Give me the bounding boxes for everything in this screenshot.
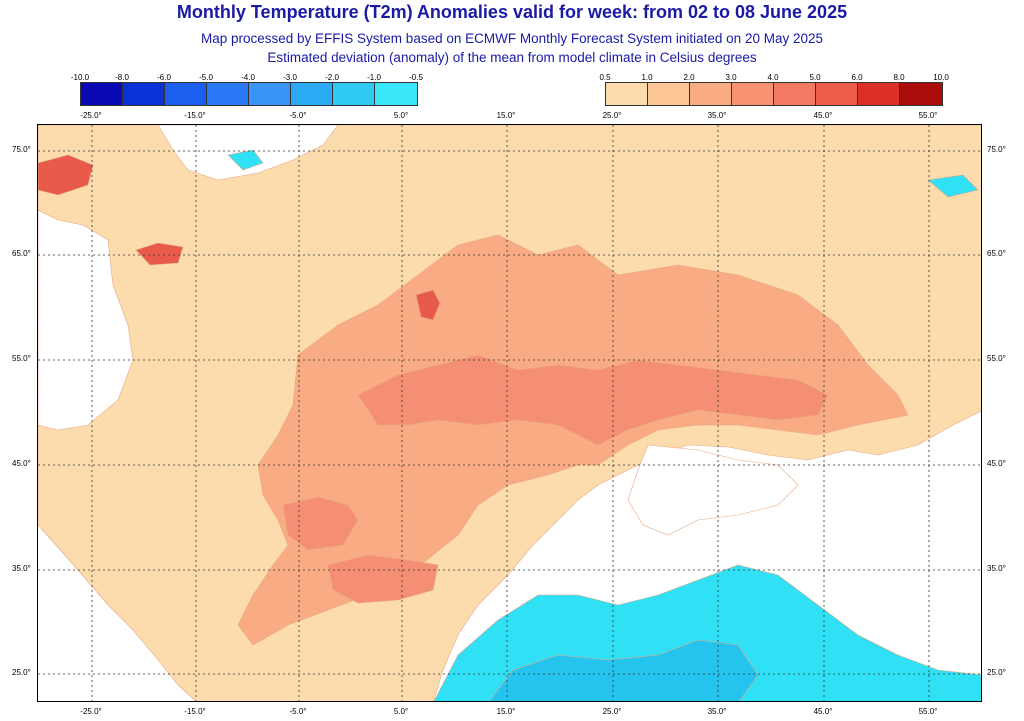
anomaly-field-greenland-hotspot xyxy=(38,154,94,196)
colorbar-tick-label: -4.0 xyxy=(241,73,255,82)
colorbar-tick-label: -8.0 xyxy=(115,73,129,82)
colorbar-tick-label: 8.0 xyxy=(893,73,905,82)
colorbar-segment xyxy=(816,83,858,105)
colorbar-segment xyxy=(648,83,690,105)
latitude-label: 25.0° xyxy=(987,668,1006,677)
colorbar-tick-label: 5.0 xyxy=(809,73,821,82)
anomaly-field-norway-hotspot xyxy=(415,289,441,321)
colorbar-segment xyxy=(249,83,291,105)
latitude-label: 75.0° xyxy=(12,145,31,154)
anomaly-field-1-to-2 xyxy=(237,234,909,646)
longitude-label: 5.0° xyxy=(393,707,409,716)
longitude-label: 55.0° xyxy=(918,111,938,120)
anomaly-map-svg xyxy=(38,125,981,701)
longitude-label: -15.0° xyxy=(184,707,206,716)
colorbar-segment xyxy=(858,83,900,105)
map-title: Monthly Temperature (T2m) Anomalies vali… xyxy=(176,2,848,22)
colorbar-tick-label: -3.0 xyxy=(283,73,297,82)
colorbar-segment xyxy=(732,83,774,105)
longitude-label: -15.0° xyxy=(184,111,206,120)
colorbar-tick-label: -1.0 xyxy=(367,73,381,82)
longitude-label: 5.0° xyxy=(393,111,409,120)
cold-patch-barents xyxy=(927,174,979,198)
longitude-label: -5.0° xyxy=(289,111,307,120)
colorbar-tick-label: 2.0 xyxy=(683,73,695,82)
longitude-label: 55.0° xyxy=(918,707,938,716)
colorbar-tick-label: 4.0 xyxy=(767,73,779,82)
colorbar-segment xyxy=(690,83,732,105)
latitude-label: 55.0° xyxy=(12,354,31,363)
longitude-label: 35.0° xyxy=(707,707,727,716)
longitude-label: 15.0° xyxy=(496,707,516,716)
colorbar-tick-label: -5.0 xyxy=(199,73,213,82)
colorbar-segment xyxy=(606,83,648,105)
longitude-label: -25.0° xyxy=(80,111,102,120)
colorbar-tick-label: -6.0 xyxy=(157,73,171,82)
longitude-label: 25.0° xyxy=(602,111,622,120)
anomaly-field-2-to-3 xyxy=(357,354,829,446)
latitude-label: 35.0° xyxy=(987,564,1006,573)
longitude-label: 25.0° xyxy=(602,707,622,716)
colorbar-segment xyxy=(900,83,942,105)
colorbar-tick-label: 6.0 xyxy=(851,73,863,82)
longitude-label: 15.0° xyxy=(496,111,516,120)
latitude-label: 45.0° xyxy=(987,459,1006,468)
balkans-no-anomaly xyxy=(627,444,799,536)
anomaly-field-iberia xyxy=(282,496,359,551)
cold-patch-norwegian-sea xyxy=(227,149,264,171)
warm-anomaly-colorbar xyxy=(605,82,943,106)
colorbar-tick-label: 1.0 xyxy=(641,73,653,82)
cold-anomaly-colorbar xyxy=(80,82,418,106)
latitude-label: 55.0° xyxy=(987,354,1006,363)
anomaly-field-north-africa xyxy=(327,554,439,604)
anomaly-field-iceland-hotspot xyxy=(135,242,184,266)
longitude-label: 45.0° xyxy=(813,111,833,120)
colorbar-segment xyxy=(207,83,249,105)
colorbar-segment xyxy=(375,83,417,105)
colorbar-tick-label: 10.0 xyxy=(933,73,949,82)
colorbar-segment xyxy=(774,83,816,105)
colorbar-segment xyxy=(123,83,165,105)
anomaly-map xyxy=(37,124,982,702)
longitude-label: 45.0° xyxy=(813,707,833,716)
colorbar-segment xyxy=(165,83,207,105)
colorbar-tick-label: -10.0 xyxy=(70,73,90,82)
latitude-label: 65.0° xyxy=(987,249,1006,258)
colorbar-segment xyxy=(81,83,123,105)
latitude-label: 35.0° xyxy=(12,564,31,573)
colorbar-segment xyxy=(333,83,375,105)
map-subtitle-units: Estimated deviation (anomaly) of the mea… xyxy=(267,50,757,65)
longitude-label: -25.0° xyxy=(80,707,102,716)
longitude-label: 35.0° xyxy=(707,111,727,120)
latitude-label: 75.0° xyxy=(987,145,1006,154)
colorbar-tick-label: 0.5 xyxy=(599,73,611,82)
anomaly-field-cold-core xyxy=(489,639,759,701)
latitude-label: 45.0° xyxy=(12,459,31,468)
graticule-lines xyxy=(38,125,981,701)
colorbar-segment xyxy=(291,83,333,105)
map-subtitle-processing: Map processed by EFFIS System based on E… xyxy=(200,31,823,46)
longitude-label: -5.0° xyxy=(289,707,307,716)
colorbar-tick-label: -2.0 xyxy=(325,73,339,82)
atlantic-no-anomaly xyxy=(38,209,134,431)
latitude-label: 65.0° xyxy=(12,249,31,258)
colorbar-tick-label: 3.0 xyxy=(725,73,737,82)
latitude-label: 25.0° xyxy=(12,668,31,677)
colorbar-tick-label: -0.5 xyxy=(409,73,423,82)
